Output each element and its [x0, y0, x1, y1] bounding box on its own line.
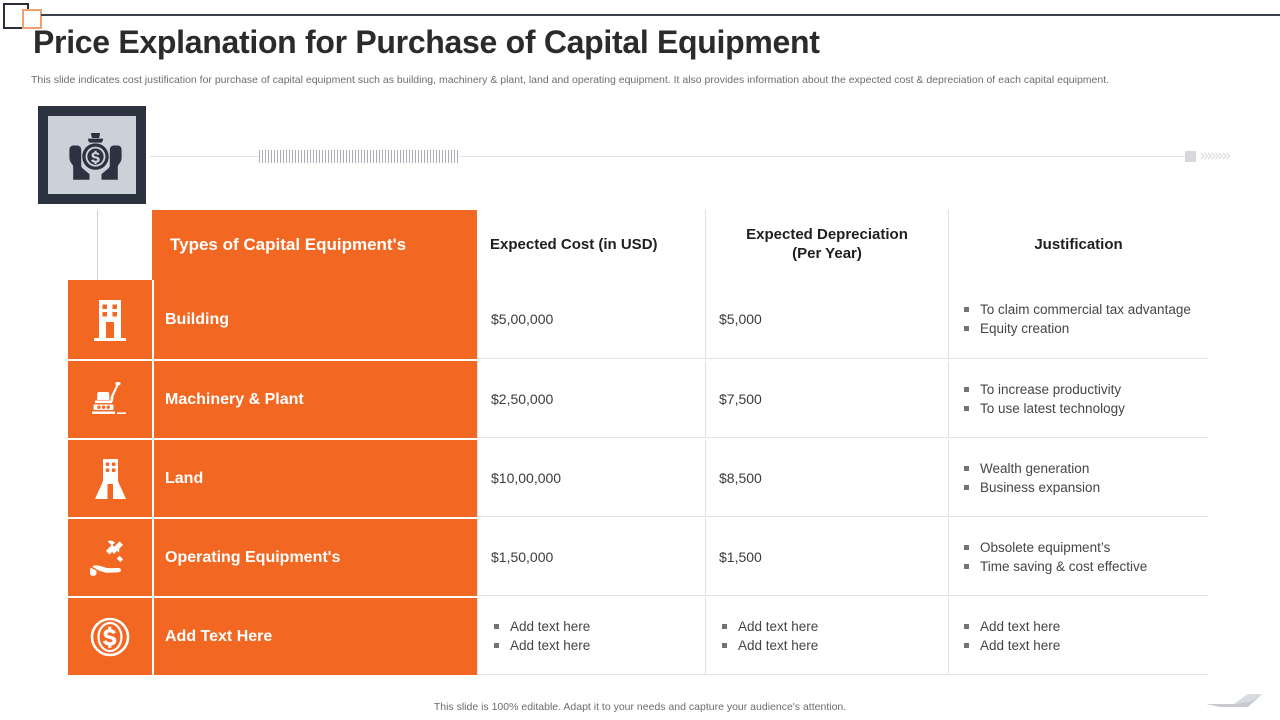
hand-tools-icon — [68, 519, 152, 596]
row-justification: Wealth generation Business expansion — [948, 440, 1208, 517]
table-row[interactable]: Machinery & Plant $2,50,000 $7,500 To in… — [68, 359, 1208, 438]
row-cost-value: $10,00,000 — [477, 440, 705, 517]
table-row[interactable]: Operating Equipment's $1,50,000 $1,500 O… — [68, 517, 1208, 596]
hero-icon-badge — [38, 106, 146, 204]
connector-line — [150, 156, 1190, 157]
hands-holding-money-bag-icon — [48, 116, 136, 194]
land-building-icon — [68, 440, 152, 517]
justification-bullet: Wealth generation — [961, 459, 1208, 478]
row-justification: Add text here Add text here — [948, 598, 1208, 675]
connector-hatch-pattern — [259, 150, 459, 163]
row-depreciation-value: $1,500 — [705, 519, 948, 596]
justification-bullet: Business expansion — [961, 478, 1208, 497]
header-depreciation-line2: (Per Year) — [792, 245, 862, 262]
header-expected-cost: Expected Cost (in USD) — [477, 210, 705, 280]
page-subtitle: This slide indicates cost justification … — [31, 74, 1110, 86]
chevrons-right-icon: »»»» — [1199, 146, 1232, 166]
row-justification: Obsolete equipment’s Time saving & cost … — [948, 519, 1208, 596]
justification-bullet: Equity creation — [961, 319, 1208, 338]
row-depreciation-value: $7,500 — [705, 361, 948, 438]
building-icon — [68, 280, 152, 359]
corner-square-accent-icon — [22, 9, 42, 29]
row-type-label: Building — [152, 280, 477, 359]
cost-bullet: Add text here — [491, 636, 705, 655]
arrow-ribbon-icon — [1206, 694, 1262, 707]
row-type-label: Land — [152, 440, 477, 517]
justification-bullet: To increase productivity — [961, 380, 1208, 399]
header-justification: Justification — [948, 210, 1208, 280]
row-type-label: Operating Equipment's — [152, 519, 477, 596]
justification-bullet: Add text here — [961, 617, 1208, 636]
depreciation-bullet: Add text here — [719, 636, 948, 655]
row-cost-value: $5,00,000 — [477, 280, 705, 359]
cost-bullet: Add text here — [491, 617, 705, 636]
row-depreciation-placeholder-list: Add text here Add text here — [705, 598, 948, 675]
table-header-row: Types of Capital Equipment's Expected Co… — [68, 210, 1208, 280]
row-depreciation-value: $8,500 — [705, 440, 948, 517]
table-row[interactable]: Building $5,00,000 $5,000 To claim comme… — [68, 280, 1208, 359]
table-row[interactable]: Add Text Here Add text here Add text her… — [68, 596, 1208, 675]
justification-bullet: To claim commercial tax advantage — [961, 300, 1208, 319]
header-depreciation-line1: Expected Depreciation — [746, 226, 908, 244]
row-cost-placeholder-list: Add text here Add text here — [477, 598, 705, 675]
row-justification: To claim commercial tax advantage Equity… — [948, 280, 1208, 359]
capital-equipment-table: Types of Capital Equipment's Expected Co… — [68, 210, 1208, 675]
row-type-label: Machinery & Plant — [152, 361, 477, 438]
header-icon-spacer — [97, 210, 152, 280]
row-cost-value: $2,50,000 — [477, 361, 705, 438]
connector-end-square-icon — [1185, 151, 1196, 162]
justification-bullet: Time saving & cost effective — [961, 557, 1208, 576]
table-row[interactable]: Land $10,00,000 $8,500 Wealth generation… — [68, 438, 1208, 517]
justification-bullet: To use latest technology — [961, 399, 1208, 418]
justification-bullet: Obsolete equipment’s — [961, 538, 1208, 557]
dollar-coin-icon — [68, 598, 152, 675]
row-cost-value: $1,50,000 — [477, 519, 705, 596]
top-divider — [41, 14, 1280, 16]
excavator-icon — [68, 361, 152, 438]
row-depreciation-value: $5,000 — [705, 280, 948, 359]
header-types: Types of Capital Equipment's — [152, 210, 477, 280]
page-title: Price Explanation for Purchase of Capita… — [33, 24, 820, 60]
justification-bullet: Add text here — [961, 636, 1208, 655]
header-expected-depreciation: Expected Depreciation (Per Year) — [705, 210, 948, 280]
depreciation-bullet: Add text here — [719, 617, 948, 636]
footer-note: This slide is 100% editable. Adapt it to… — [433, 701, 847, 713]
row-justification: To increase productivity To use latest t… — [948, 361, 1208, 438]
row-type-label: Add Text Here — [152, 598, 477, 675]
